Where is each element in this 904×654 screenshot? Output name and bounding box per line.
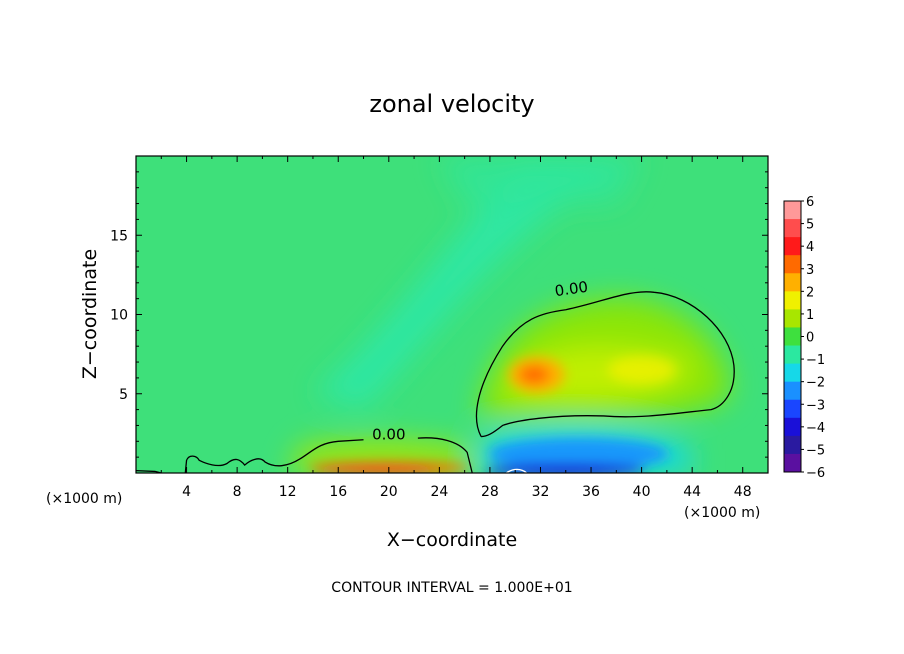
colorbar-tick-label: 0 xyxy=(806,331,814,346)
field-region xyxy=(312,156,642,410)
colorbar-tick-label: −5 xyxy=(806,443,825,458)
colorbar-swatch xyxy=(784,255,801,274)
field-layer xyxy=(136,156,768,473)
chart-title: zonal velocity xyxy=(369,90,534,118)
zero-contour-line xyxy=(505,468,528,473)
x-tick-label: 36 xyxy=(582,484,600,500)
colorbar-swatch xyxy=(784,381,801,401)
contour-label: 0.00 xyxy=(372,426,405,444)
colorbar-tick-label: −4 xyxy=(806,421,825,436)
colorbar-tick-label: 5 xyxy=(806,218,814,233)
colorbar: 6 5 4 3 2 1 0 −1 −2 −3 −4 −5 −6 xyxy=(783,195,825,481)
field-core xyxy=(316,467,437,473)
colorbar-swatch xyxy=(784,363,801,383)
contour-layer: 0.00 0.00 xyxy=(136,278,735,473)
y-unit-label: (×1000 m) xyxy=(46,491,122,507)
colorbar-tick-label: −2 xyxy=(806,376,825,391)
colorbar-tick-label: 3 xyxy=(806,263,814,278)
y-axis: 5 10 15 xyxy=(110,171,768,458)
zero-contour-line xyxy=(184,437,473,473)
x-tick-label: 12 xyxy=(279,484,297,500)
field-region xyxy=(439,156,642,204)
colorbar-swatch xyxy=(784,291,801,310)
x-tick-label: 28 xyxy=(481,484,499,500)
colorbar-tick-label: 1 xyxy=(806,308,814,323)
x-axis-title: X−coordinate xyxy=(387,529,517,551)
contour-interval-note: CONTOUR INTERVAL = 1.000E+01 xyxy=(331,580,572,596)
colorbar-swatch xyxy=(784,327,801,347)
y-tick-label: 10 xyxy=(110,308,128,324)
colorbar-swatch xyxy=(784,273,801,292)
x-tick-label: 48 xyxy=(734,484,752,500)
field-core xyxy=(519,365,550,384)
colorbar-swatch xyxy=(784,309,801,328)
zero-contour-line xyxy=(475,291,735,438)
colorbar-swatch xyxy=(784,345,801,365)
colorbar-tick-label: −6 xyxy=(806,466,825,481)
colorbar-tick-label: 6 xyxy=(806,195,814,210)
field-core xyxy=(485,463,646,473)
colorbar-swatch xyxy=(784,237,801,256)
x-tick-label: 40 xyxy=(633,484,651,500)
y-tick-label: 5 xyxy=(119,387,128,403)
colorbar-tick-label: 4 xyxy=(806,240,814,255)
colorbar-tick-label: −1 xyxy=(806,353,825,368)
colorbar-swatch xyxy=(784,201,801,220)
x-tick-label: 32 xyxy=(532,484,550,500)
colorbar-tick-label: −3 xyxy=(806,398,825,413)
colorbar-swatch xyxy=(784,435,801,455)
colorbar-swatch xyxy=(784,417,801,437)
x-tick-label: 20 xyxy=(380,484,398,500)
contour-label: 0.00 xyxy=(554,278,590,300)
colorbar-tick-label: 2 xyxy=(806,285,814,300)
colorbar-swatch xyxy=(784,453,801,473)
field-cores xyxy=(308,355,676,473)
x-tick-label: 24 xyxy=(430,484,448,500)
x-tick-label: 4 xyxy=(182,484,191,500)
y-tick-label: 15 xyxy=(110,228,128,244)
field-core xyxy=(607,355,676,384)
x-axis: 4 8 12 16 20 24 28 32 36 40 44 48 xyxy=(160,156,752,500)
y-axis-title: Z−coordinate xyxy=(79,249,101,379)
x-tick-label: 8 xyxy=(233,484,242,500)
colorbar-swatch xyxy=(784,399,801,419)
x-unit-label: (×1000 m) xyxy=(684,505,760,521)
x-tick-label: 44 xyxy=(683,484,701,500)
field-core xyxy=(488,437,669,470)
x-tick-label: 16 xyxy=(329,484,347,500)
colorbar-swatch xyxy=(784,219,801,238)
